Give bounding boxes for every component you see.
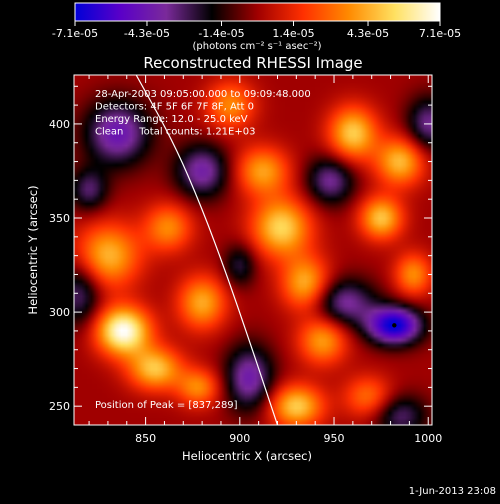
x-tick-label: 900: [229, 432, 250, 445]
annotation-line: Energy Range: 12.0 - 25.0 keV: [95, 114, 248, 125]
y-tick-label: 400: [49, 118, 70, 131]
y-tick-label: 250: [49, 400, 70, 413]
colorbar-ticks: -7.1e-05 -4.3e-05 -1.4e-05 1.4e-05 4.3e-05 7.…: [52, 21, 461, 40]
colorbar-tick-label: -1.4e-05: [198, 27, 244, 40]
minimum-marker: [392, 323, 397, 328]
colorbar-tick-label: -7.1e-05: [52, 27, 98, 40]
colorbar: -7.1e-05 -4.3e-05 -1.4e-05 1.4e-05 4.3e-05 7.…: [52, 2, 461, 52]
info-annotations: 28-Apr-2003 09:05:00.000 to 09:09:48.000…: [95, 89, 311, 138]
peak-position-label: Position of Peak = [837,289]: [95, 400, 238, 411]
solar-limb-curve: [135, 75, 279, 425]
colorbar-unit-label: (photons cm⁻² s⁻¹ asec⁻²): [192, 41, 321, 52]
y-axis-title: Heliocentric Y (arcsec): [26, 185, 40, 314]
annotation-line: Detectors: 4F 5F 6F 7F 8F, Att 0: [95, 102, 254, 113]
colorbar-gradient: [74, 2, 441, 22]
x-tick-label: 1000: [414, 432, 442, 445]
colorbar-tick-label: 4.3e-05: [347, 27, 389, 40]
render-timestamp: 1-Jun-2013 23:08: [409, 486, 496, 497]
colorbar-tick-label: -4.3e-05: [124, 27, 170, 40]
colorbar-tick-label: 1.4e-05: [272, 27, 314, 40]
annotation-line: 28-Apr-2003 09:05:00.000 to 09:09:48.000: [95, 89, 311, 100]
x-axis-title: Heliocentric X (arcsec): [182, 449, 312, 463]
axis-ticks: 850 900 950 1000 250 300 350 400: [49, 75, 442, 445]
x-tick-label: 950: [324, 432, 345, 445]
heatmap-area: 850 900 950 1000 250 300 350 400: [49, 74, 442, 445]
chart-title: Reconstructed RHESSI Image: [143, 54, 362, 72]
plot-frame: [73, 74, 433, 426]
colorbar-tick-label: 7.1e-05: [419, 27, 461, 40]
y-tick-label: 300: [49, 306, 70, 319]
x-tick-label: 850: [135, 432, 156, 445]
annotation-line: Clean Total counts: 1.21E+03: [95, 127, 255, 138]
y-tick-label: 350: [49, 212, 70, 225]
heatmap-cells: [74, 75, 432, 425]
